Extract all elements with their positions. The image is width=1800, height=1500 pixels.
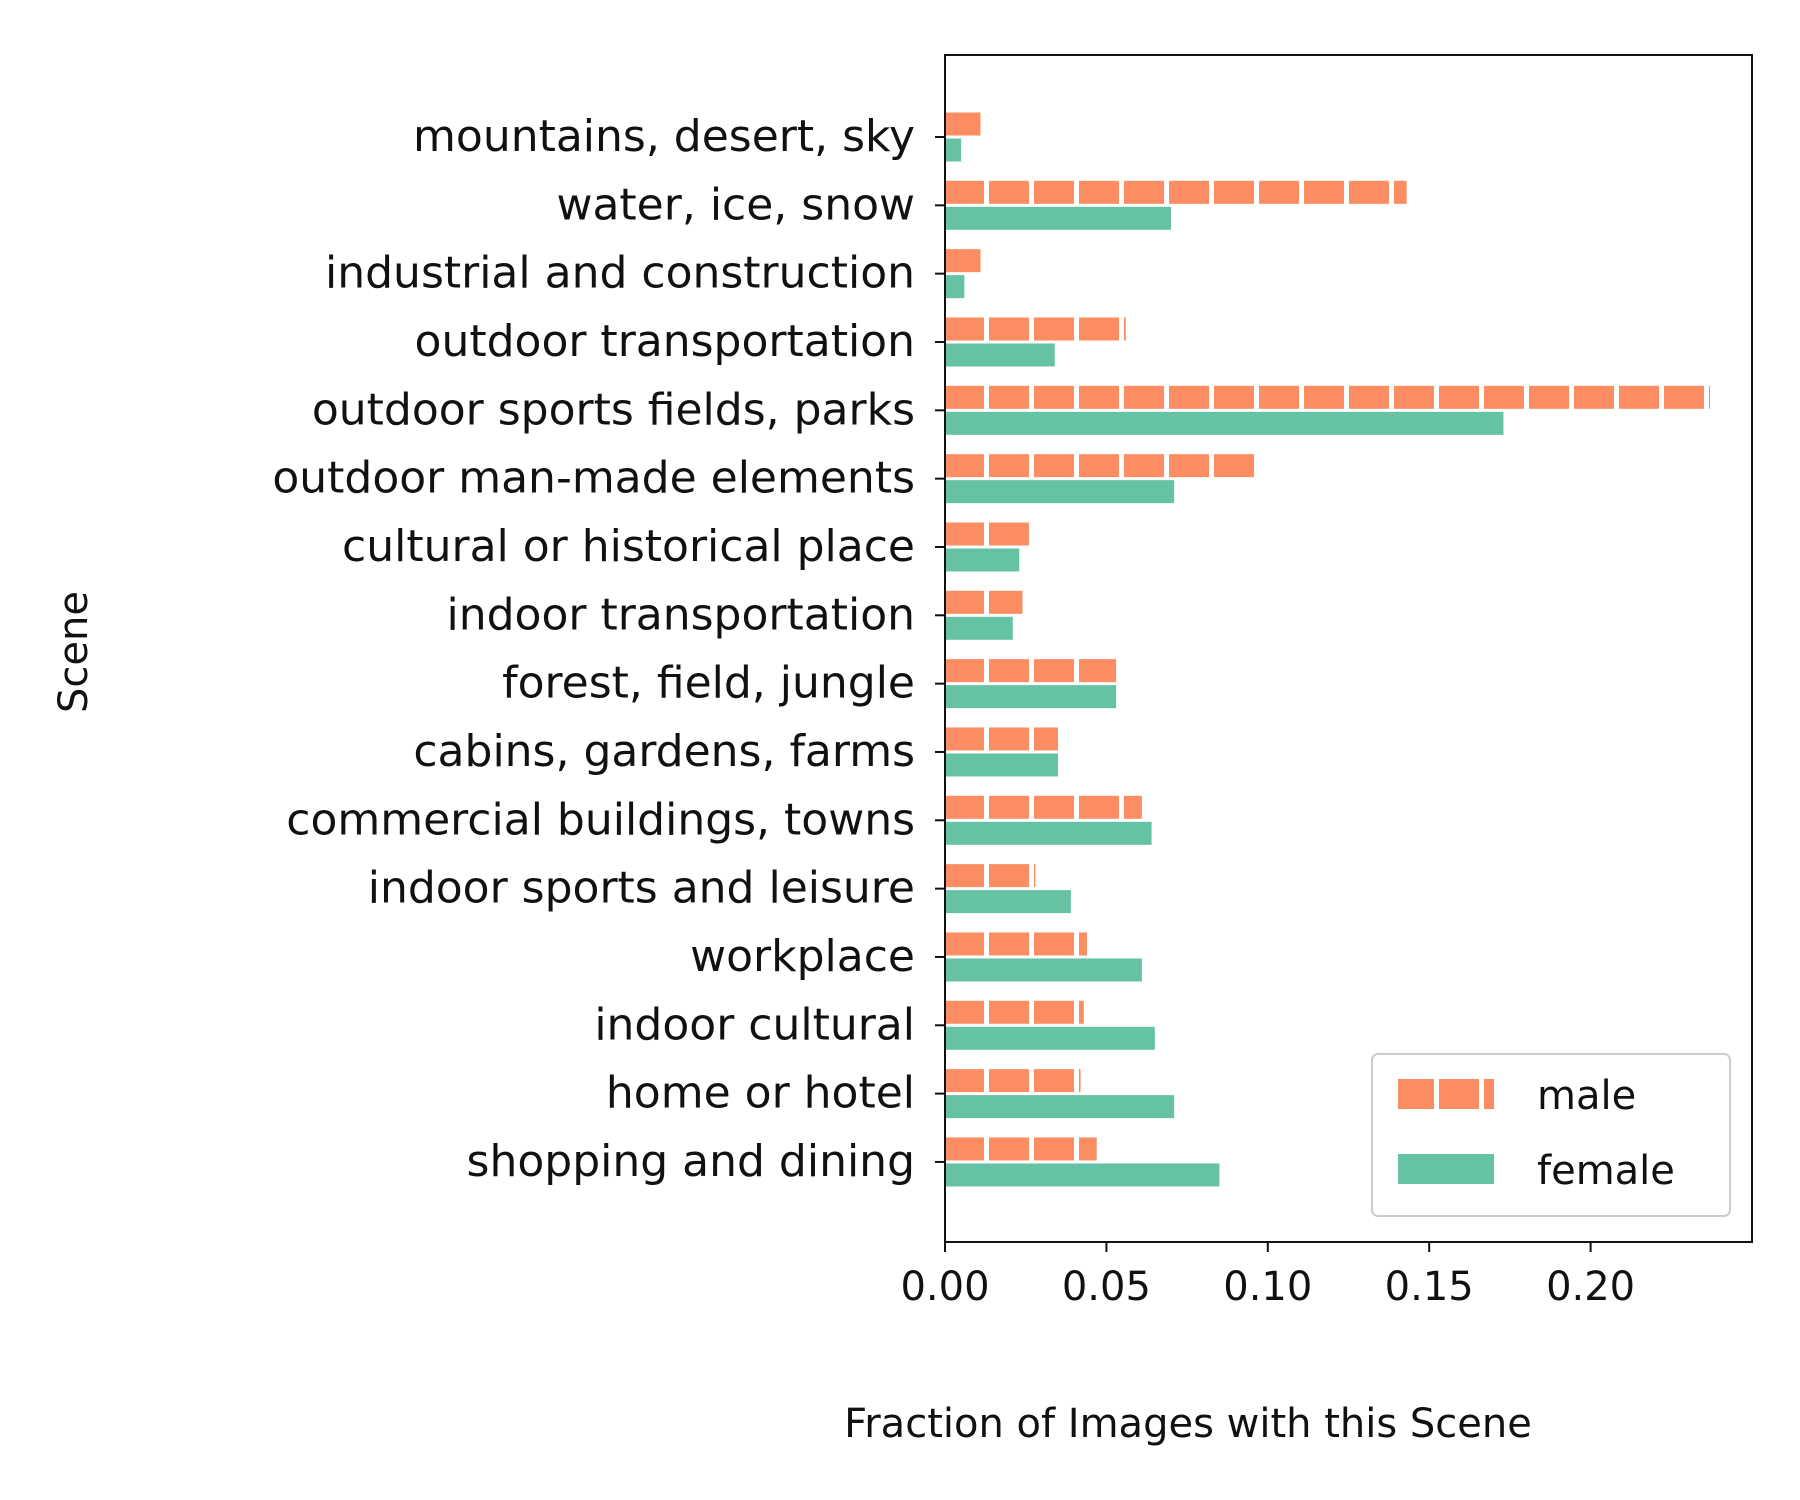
x-tick-label-4: 0.20 [1546, 1264, 1635, 1310]
y-tick-labels: mountains, desert, sky water, ice, snow in… [272, 111, 915, 1187]
bar-male-indoor-cultural [945, 1000, 1084, 1024]
y-tick-label-forest-field-jungle: forest, field, jungle [502, 658, 915, 709]
bar-male-workplace [945, 932, 1088, 956]
bar-male-indoor-transportation [945, 590, 1023, 614]
x-ticks: 0.00 0.05 0.10 0.15 0.20 [900, 1242, 1635, 1310]
y-tick-label-indoor-transportation: indoor transportation [446, 589, 915, 640]
bar-female-outdoor-transportation [945, 343, 1055, 367]
bar-male-commercial-buildings-towns [945, 795, 1142, 819]
bar-female-cabins-gardens-farms [945, 753, 1058, 777]
y-tick-label-cultural-or-historical-place: cultural or historical place [342, 521, 915, 572]
x-tick-label-3: 0.15 [1385, 1264, 1474, 1310]
y-tick-label-shopping-and-dining: shopping and dining [467, 1136, 915, 1187]
legend-male-label: male [1537, 1073, 1636, 1119]
bar-male-indoor-sports-and-leisure [945, 864, 1036, 888]
bar-female-home-or-hotel [945, 1095, 1175, 1119]
bar-male-home-or-hotel [945, 1069, 1081, 1093]
bar-male-cabins-gardens-farms [945, 727, 1058, 751]
bar-male-mountains-desert-sky [945, 112, 981, 136]
x-tick-label-1: 0.05 [1062, 1264, 1151, 1310]
y-tick-label-outdoor-man-made-elements: outdoor man-made elements [272, 453, 915, 504]
bar-male-cultural-or-historical-place [945, 522, 1029, 546]
x-tick-label-0: 0.00 [900, 1264, 989, 1310]
y-tick-marks [935, 136, 945, 1163]
bar-female-industrial-and-construction [945, 275, 965, 299]
y-tick-label-home-or-hotel: home or hotel [606, 1068, 915, 1119]
bar-female-forest-field-jungle [945, 685, 1117, 709]
y-tick-label-outdoor-sports-fields-parks: outdoor sports fields, parks [312, 384, 915, 435]
y-tick-label-indoor-cultural: indoor cultural [594, 999, 915, 1050]
bar-male-forest-field-jungle [945, 659, 1117, 683]
bar-male-water-ice-snow [945, 180, 1407, 204]
bar-male-industrial-and-construction [945, 249, 981, 273]
bar-male-shopping-and-dining [945, 1137, 1097, 1161]
bar-female-mountains-desert-sky [945, 138, 962, 162]
bar-female-indoor-cultural [945, 1026, 1155, 1050]
bar-female-commercial-buildings-towns [945, 821, 1152, 845]
y-tick-label-indoor-sports-and-leisure: indoor sports and leisure [368, 863, 915, 914]
legend-male-swatch [1398, 1079, 1494, 1109]
x-axis-label: Fraction of Images with this Scene [844, 1401, 1532, 1447]
bar-female-water-ice-snow [945, 206, 1171, 230]
y-tick-label-industrial-and-construction: industrial and construction [325, 248, 915, 299]
bar-male-outdoor-sports-fields-parks [945, 385, 1711, 409]
legend: male female [1371, 1053, 1731, 1217]
y-tick-label-outdoor-transportation: outdoor transportation [415, 316, 915, 367]
y-tick-label-cabins-gardens-farms: cabins, gardens, farms [413, 726, 915, 777]
y-axis-label: Scene [51, 591, 97, 713]
bar-female-indoor-sports-and-leisure [945, 890, 1071, 914]
bar-female-outdoor-sports-fields-parks [945, 411, 1504, 435]
bars-group [945, 112, 1711, 1187]
bar-male-outdoor-transportation [945, 317, 1126, 341]
bar-female-indoor-transportation [945, 616, 1013, 640]
y-tick-label-commercial-buildings-towns: commercial buildings, towns [286, 794, 915, 845]
y-tick-label-water-ice-snow: water, ice, snow [556, 179, 915, 230]
legend-female-label: female [1537, 1148, 1675, 1194]
y-tick-label-mountains-desert-sky: mountains, desert, sky [413, 111, 915, 162]
legend-female-swatch [1398, 1154, 1494, 1184]
bar-female-shopping-and-dining [945, 1163, 1220, 1187]
bar-male-outdoor-man-made-elements [945, 454, 1255, 478]
bar-female-outdoor-man-made-elements [945, 480, 1175, 504]
bar-female-cultural-or-historical-place [945, 548, 1020, 572]
y-tick-label-workplace: workplace [690, 931, 915, 982]
x-tick-label-2: 0.10 [1223, 1264, 1312, 1310]
plot-frame [944, 54, 1753, 1243]
bar-female-workplace [945, 958, 1142, 982]
